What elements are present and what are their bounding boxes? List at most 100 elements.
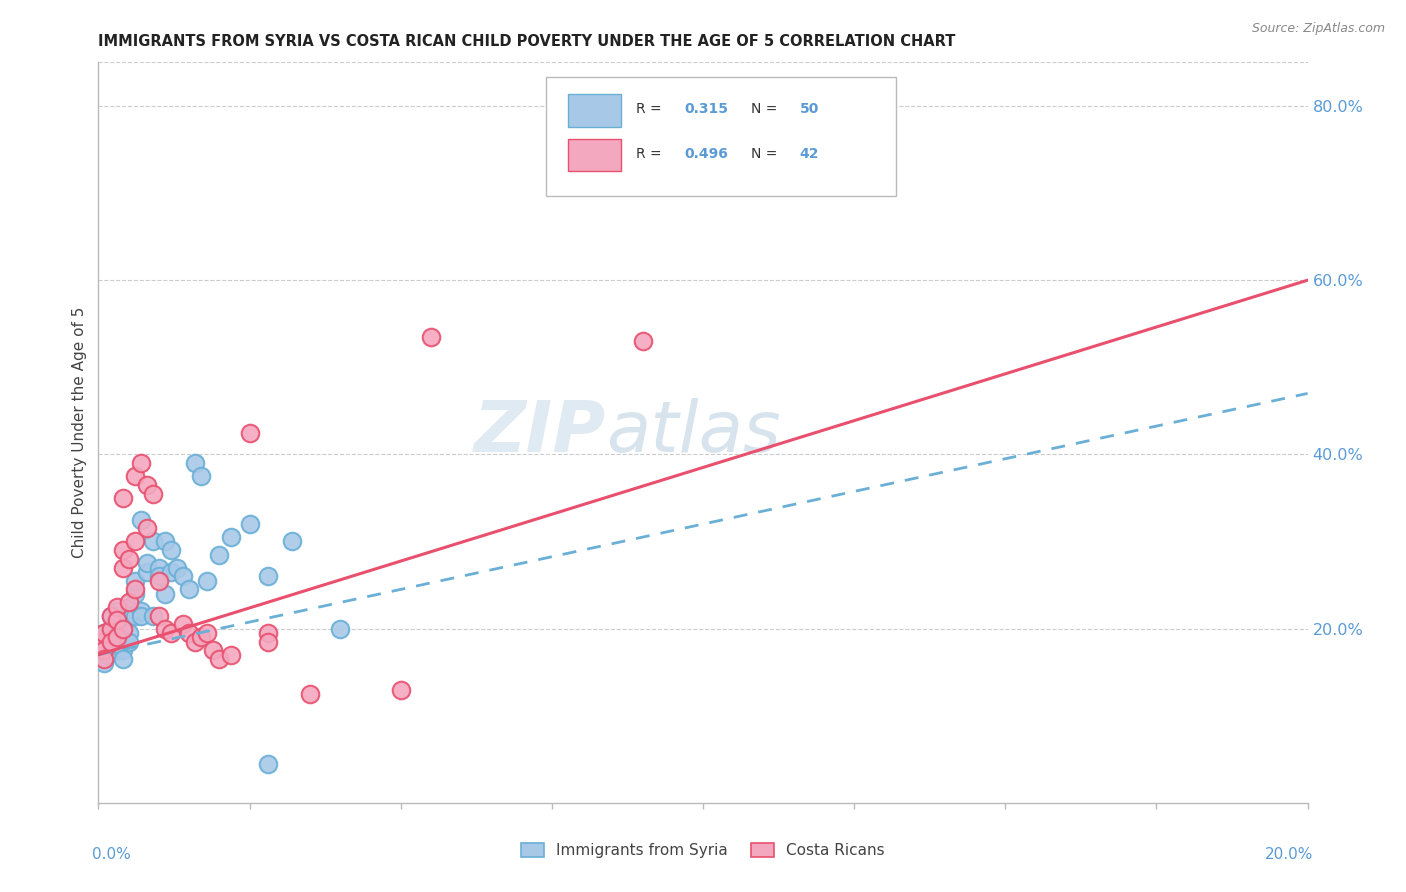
Text: R =: R = — [637, 102, 666, 116]
Point — [195, 574, 218, 588]
Point — [148, 569, 170, 583]
Point — [91, 643, 114, 657]
Point — [299, 687, 322, 701]
Point — [105, 643, 128, 657]
Point — [111, 622, 134, 636]
Point — [90, 634, 112, 648]
Text: 0.315: 0.315 — [685, 102, 728, 116]
Point — [111, 491, 134, 505]
Text: R =: R = — [637, 146, 666, 161]
Point — [153, 534, 176, 549]
Legend: Immigrants from Syria, Costa Ricans: Immigrants from Syria, Costa Ricans — [522, 843, 884, 858]
Point — [142, 608, 165, 623]
Point — [105, 604, 128, 618]
Point — [179, 582, 201, 597]
Point — [148, 608, 170, 623]
Point — [111, 560, 134, 574]
Text: N =: N = — [751, 146, 782, 161]
Y-axis label: Child Poverty Under the Age of 5: Child Poverty Under the Age of 5 — [72, 307, 87, 558]
Point — [124, 574, 146, 588]
Point — [93, 643, 115, 657]
Point — [105, 599, 128, 614]
Point — [239, 425, 262, 440]
Point — [118, 599, 141, 614]
Point — [129, 604, 152, 618]
Point — [166, 560, 188, 574]
Point — [239, 517, 262, 532]
Point — [420, 330, 443, 344]
Point — [208, 652, 231, 666]
Point — [111, 543, 134, 558]
Text: 20.0%: 20.0% — [1265, 847, 1313, 863]
Point — [184, 634, 207, 648]
Point — [256, 756, 278, 771]
Point — [160, 543, 183, 558]
Point — [153, 587, 176, 601]
Point — [105, 630, 128, 644]
Point — [160, 565, 183, 579]
Text: Source: ZipAtlas.com: Source: ZipAtlas.com — [1251, 22, 1385, 36]
Point — [160, 626, 183, 640]
Text: 42: 42 — [800, 146, 820, 161]
Point — [100, 622, 122, 636]
Point — [208, 548, 231, 562]
Point — [93, 626, 115, 640]
Point — [256, 626, 278, 640]
Point — [135, 556, 157, 570]
Point — [100, 622, 122, 636]
Point — [135, 521, 157, 535]
Point — [172, 617, 194, 632]
FancyBboxPatch shape — [546, 78, 897, 195]
Point — [142, 534, 165, 549]
Text: IMMIGRANTS FROM SYRIA VS COSTA RICAN CHILD POVERTY UNDER THE AGE OF 5 CORRELATIO: IMMIGRANTS FROM SYRIA VS COSTA RICAN CHI… — [98, 34, 956, 49]
Point — [94, 634, 117, 648]
Point — [329, 622, 352, 636]
Point — [256, 569, 278, 583]
Point — [111, 613, 134, 627]
Point — [631, 334, 654, 348]
Point — [124, 534, 146, 549]
Point — [118, 595, 141, 609]
Point — [93, 657, 115, 671]
Point — [105, 634, 128, 648]
Point — [111, 643, 134, 657]
Point — [118, 552, 141, 566]
Text: atlas: atlas — [606, 398, 780, 467]
Point — [124, 587, 146, 601]
Text: 50: 50 — [800, 102, 820, 116]
Point — [118, 626, 141, 640]
Text: N =: N = — [751, 102, 782, 116]
Point — [100, 608, 122, 623]
Point — [153, 622, 176, 636]
Point — [100, 608, 122, 623]
Point — [190, 630, 212, 644]
Point — [124, 608, 146, 623]
Point — [129, 456, 152, 470]
Point — [111, 630, 134, 644]
Point — [221, 648, 243, 662]
Point — [118, 634, 141, 648]
Point — [105, 613, 128, 627]
Text: 0.496: 0.496 — [685, 146, 728, 161]
Text: 0.0%: 0.0% — [93, 847, 131, 863]
Point — [148, 574, 170, 588]
Point — [221, 530, 243, 544]
Point — [93, 626, 115, 640]
Point — [172, 569, 194, 583]
Point — [124, 582, 146, 597]
Point — [111, 652, 134, 666]
Point — [135, 478, 157, 492]
Point — [111, 622, 134, 636]
Point — [190, 469, 212, 483]
Point — [202, 643, 225, 657]
Point — [118, 608, 141, 623]
FancyBboxPatch shape — [568, 138, 621, 171]
Point — [148, 560, 170, 574]
Point — [389, 682, 412, 697]
Text: ZIP: ZIP — [474, 398, 606, 467]
Point — [195, 626, 218, 640]
Point — [100, 634, 122, 648]
Point — [184, 456, 207, 470]
Point — [142, 486, 165, 500]
FancyBboxPatch shape — [568, 95, 621, 127]
